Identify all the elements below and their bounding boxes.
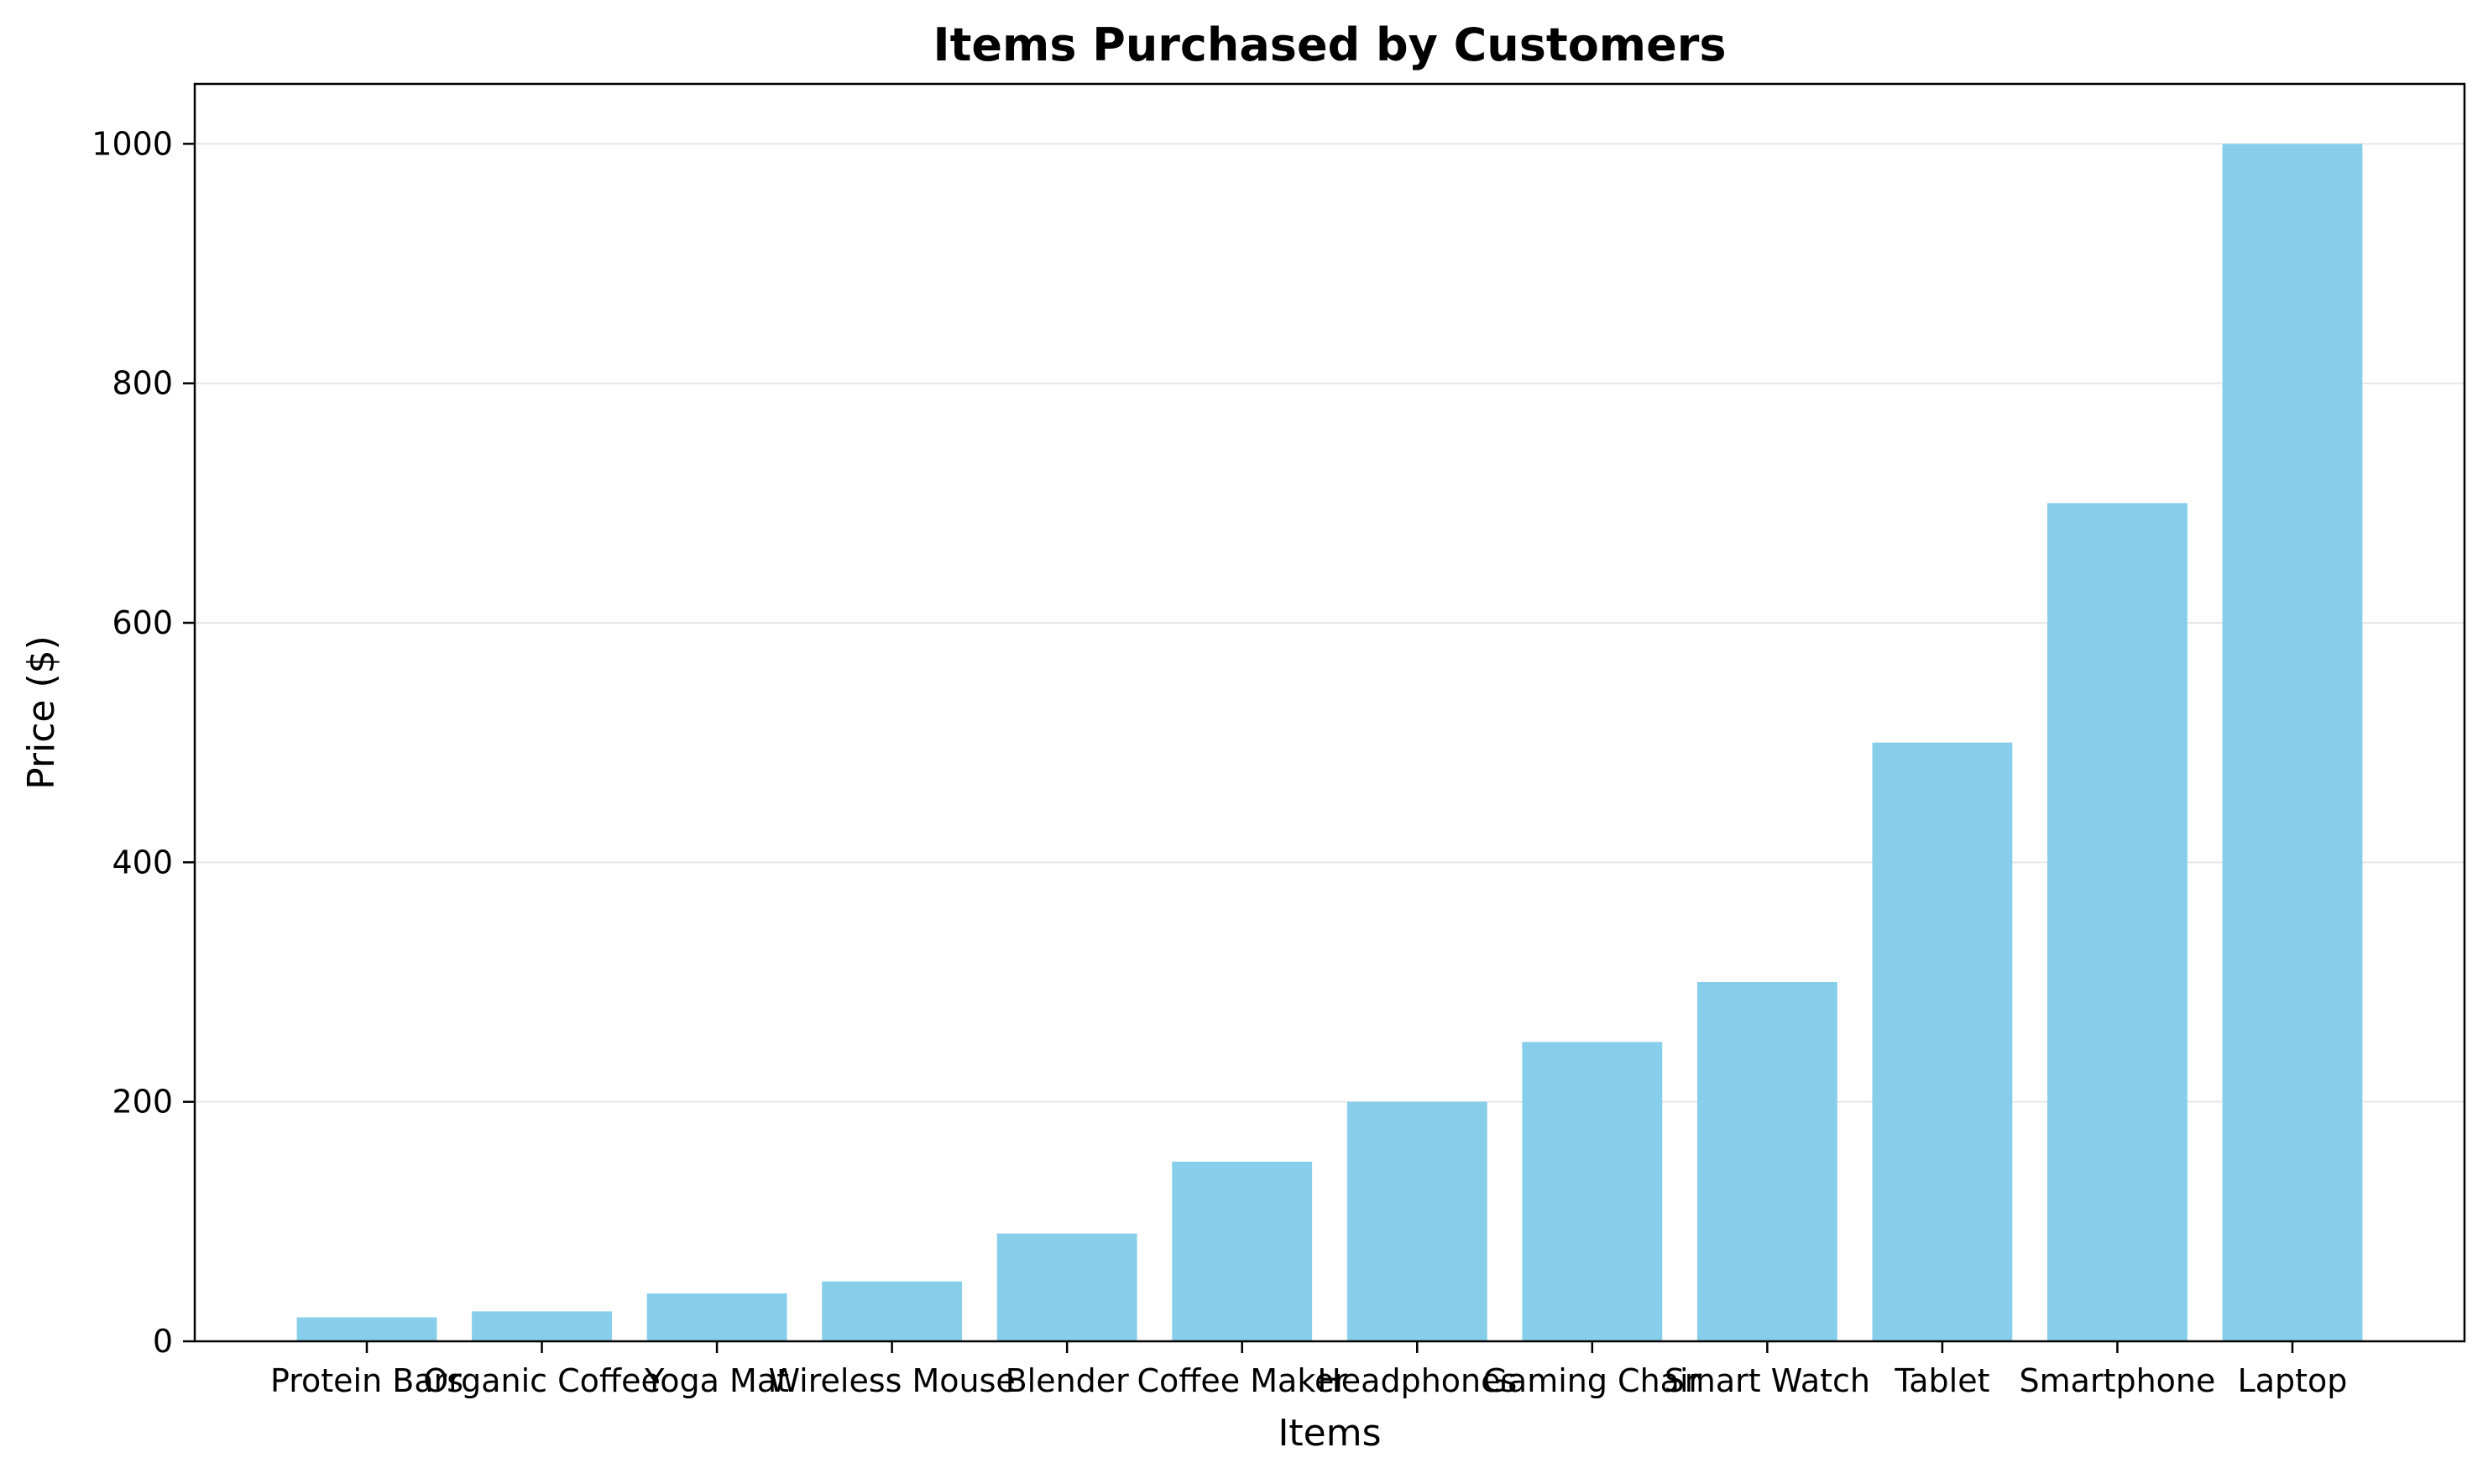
x-tick-label: Yoga Mat xyxy=(644,1362,789,1399)
plot-frame xyxy=(193,82,2466,1343)
bar-organic-coffee xyxy=(472,1311,612,1341)
x-tick-label: Wireless Mouse xyxy=(768,1362,1015,1399)
bar-smartphone xyxy=(2047,503,2187,1341)
y-tick-label: 200 xyxy=(112,1084,173,1121)
x-tick-label: Smart Watch xyxy=(1665,1362,1870,1399)
x-tick-label: Blender xyxy=(1006,1362,1130,1399)
x-tick-label: Organic Coffee xyxy=(423,1362,661,1399)
x-axis-label: Items xyxy=(1278,1412,1381,1455)
x-tick-label: Protein Bars xyxy=(270,1362,463,1399)
bar-smart-watch xyxy=(1696,982,1837,1341)
bar-protein-bars xyxy=(296,1317,437,1341)
x-tick-label: Gaming Chair xyxy=(1482,1362,1701,1399)
bar-blender xyxy=(996,1233,1137,1341)
x-tick-label: Headphones xyxy=(1317,1362,1517,1399)
bar-gaming-chair xyxy=(1522,1042,1663,1341)
y-tick-label: 800 xyxy=(112,365,173,402)
y-tick-label: 600 xyxy=(112,604,173,641)
y-axis-ticks: 0 200 400 600 800 1000 xyxy=(91,125,195,1360)
bar-headphones xyxy=(1346,1101,1487,1341)
x-tick-label: Laptop xyxy=(2238,1362,2348,1399)
y-tick-label: 0 xyxy=(153,1323,173,1360)
bar-coffee-maker xyxy=(1172,1162,1313,1341)
x-tick-label: Smartphone xyxy=(2020,1362,2216,1399)
y-tick-label: 1000 xyxy=(91,125,173,162)
x-tick-label: Tablet xyxy=(1894,1362,1989,1399)
y-axis-label: Price ($) xyxy=(20,635,63,790)
bar-yoga-mat xyxy=(646,1293,787,1341)
y-tick-label: 400 xyxy=(112,844,173,880)
bar-wireless-mouse xyxy=(822,1281,963,1341)
bar-tablet xyxy=(1872,742,2013,1341)
x-tick-label: Coffee Maker xyxy=(1137,1362,1347,1399)
bar-laptop xyxy=(2222,144,2363,1341)
bar-layer xyxy=(296,144,2363,1341)
chart-title: Items Purchased by Customers xyxy=(933,18,1727,71)
